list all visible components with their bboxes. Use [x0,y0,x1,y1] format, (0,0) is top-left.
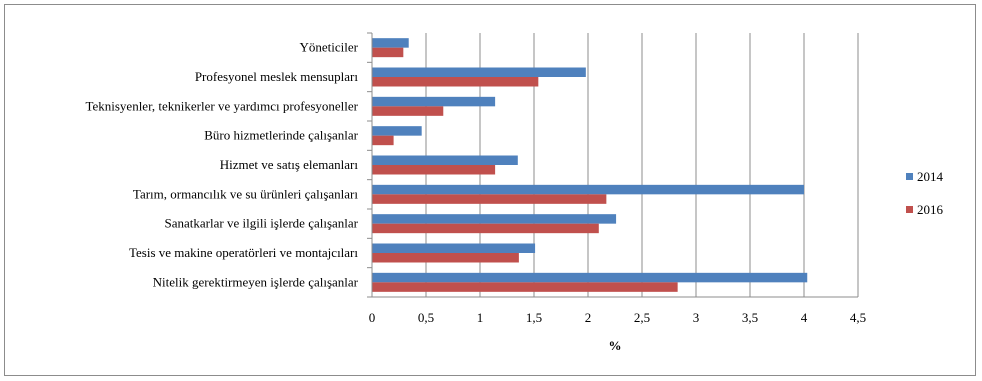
bar-2016 [372,223,599,234]
bar-2016 [372,194,607,204]
bar-2016 [372,282,678,292]
bar-2014 [372,184,804,195]
bar-2014 [372,272,808,283]
bar-2016 [372,77,539,87]
bar-2014 [372,155,518,165]
bars [372,38,808,292]
x-axis-title: % [609,338,622,353]
tick-labels: 0 0,5 1 1,5 2 2,5 3 3,5 4 4,5 [369,310,866,325]
bar-2014 [372,38,409,48]
x-tick-label: 1 [477,310,484,325]
category-label: Hizmet ve satış elemanları [220,157,359,172]
legend-label: 2016 [917,202,944,217]
legend-swatch [906,206,913,213]
bar-2016 [372,135,394,146]
x-tick-label: 4,5 [850,310,866,325]
category-label: Tesis ve makine operatörleri ve montajcı… [129,245,358,260]
x-tick-label: 2 [585,310,592,325]
x-tick-label: 4 [801,310,808,325]
x-tick-label: 3,5 [742,310,758,325]
x-tick-label: 0,5 [418,310,434,325]
category-label: Tarım, ormancılık ve su ürünleri çalışan… [133,186,358,201]
category-label: Sanatkarlar ve ilgili işlerde çalışanlar [165,216,359,231]
bar-2014 [372,96,496,107]
legend-swatch [906,173,913,180]
bar-2016 [372,165,496,175]
bar-2014 [372,214,617,224]
axes [367,32,858,298]
category-label: Teknisyenler, teknikerler ve yardımcı pr… [85,98,358,113]
category-label: Profesyonel meslek mensupları [195,69,359,84]
bar-2014 [372,126,422,136]
category-label: Nitelik gerektirmeyen işlerde çalışanlar [153,274,359,289]
category-label: Büro hizmetlerinde çalışanlar [204,128,358,143]
bar-2014 [372,67,586,77]
legend-label: 2014 [917,169,944,184]
category-label: Yöneticiler [300,40,359,55]
bar-2016 [372,253,519,263]
x-tick-label: 0 [369,310,376,325]
x-tick-label: 3 [693,310,700,325]
legend: 2014 2016 [906,169,944,217]
bar-2016 [372,47,404,58]
x-tick-label: 2,5 [634,310,650,325]
bar-2014 [372,243,536,253]
category-labels: Yöneticiler Profesyonel meslek mensupları… [85,40,358,290]
x-tick-label: 1,5 [526,310,542,325]
bar-2016 [372,106,444,116]
